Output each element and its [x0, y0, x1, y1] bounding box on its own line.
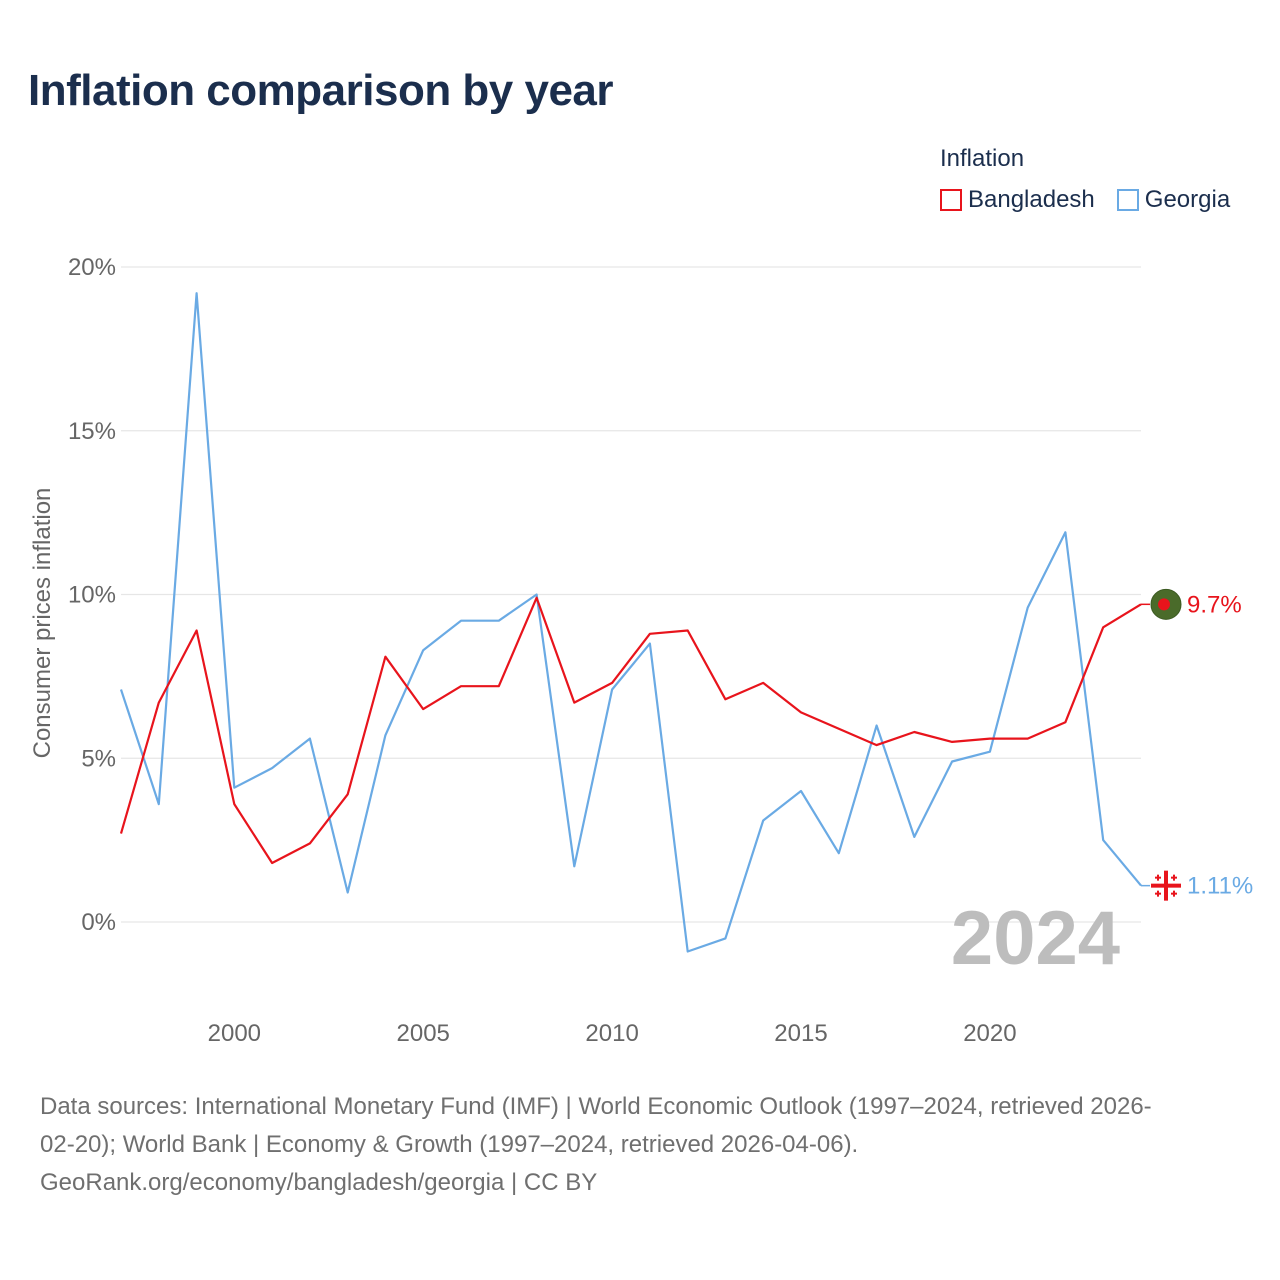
footer: Data sources: International Monetary Fun… [40, 1088, 1250, 1202]
georgia-flag-small-cross [1173, 890, 1175, 897]
end-label-bangladesh: 9.7% [1187, 591, 1242, 618]
georgia-flag-vbar [1164, 870, 1168, 901]
end-label-georgia: 1.11% [1187, 873, 1253, 900]
bangladesh-flag-disc [1158, 598, 1170, 611]
line-chart: 0% 5% 10% 15% 20% 2000 2005 2010 2015 2020 Consu… [29, 254, 1253, 1047]
footer-attribution[interactable]: GeoRank.org/economy/bangladesh/georgia |… [40, 1169, 598, 1196]
end-markers: 9.7% 1.11% [1141, 588, 1253, 901]
legend-title: Inflation [940, 145, 1025, 172]
legend-label-bangladesh: Bangladesh [968, 186, 1095, 213]
y-tick-label: 0% [81, 909, 116, 936]
footer-sources-line1: Data sources: International Monetary Fun… [40, 1093, 1152, 1120]
x-tick-label: 2000 [208, 1020, 261, 1047]
footer-sources-line2: 02-20); World Bank | Economy & Growth (1… [40, 1131, 859, 1158]
x-tick-label: 2005 [397, 1020, 450, 1047]
series-line-bangladesh[interactable] [119, 596, 1142, 865]
legend-item-georgia[interactable]: Georgia [1116, 186, 1231, 214]
legend-item-bangladesh[interactable]: Bangladesh [940, 186, 1095, 214]
legend: Bangladesh Georgia [940, 186, 1230, 214]
series-lines [119, 292, 1142, 953]
georgia-flag-small-cross [1173, 874, 1175, 881]
x-tick-label: 2010 [585, 1020, 638, 1047]
grid-lines [121, 266, 1141, 923]
y-tick-label: 15% [68, 418, 116, 445]
y-tick-label: 20% [68, 254, 116, 281]
legend-swatch-georgia [1116, 189, 1139, 211]
y-axis-ticks: 0% 5% 10% 15% 20% [68, 254, 116, 936]
y-tick-label: 10% [68, 582, 116, 609]
georgia-flag-icon[interactable] [1151, 870, 1181, 901]
x-axis-ticks: 2000 2005 2010 2015 2020 [208, 1020, 1017, 1047]
legend-label-georgia: Georgia [1144, 186, 1231, 213]
georgia-flag-small-cross [1157, 874, 1159, 881]
year-watermark: 2024 [951, 896, 1120, 981]
y-tick-label: 5% [81, 745, 116, 772]
legend-swatch-bangladesh [940, 189, 962, 211]
x-tick-label: 2015 [774, 1020, 827, 1047]
y-axis-label: Consumer prices inflation [29, 488, 56, 759]
georgia-flag-small-cross [1157, 890, 1159, 897]
chart-title: Inflation comparison by year [28, 66, 614, 115]
series-line-georgia[interactable] [119, 292, 1142, 953]
x-tick-label: 2020 [963, 1020, 1016, 1047]
